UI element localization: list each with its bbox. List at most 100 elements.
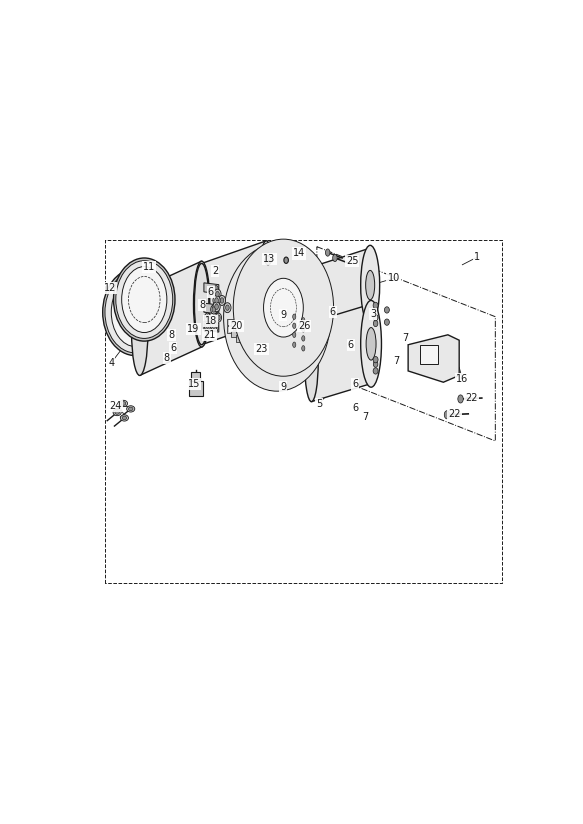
Ellipse shape: [373, 315, 378, 321]
Ellipse shape: [205, 321, 210, 330]
Ellipse shape: [194, 264, 209, 344]
Ellipse shape: [300, 334, 306, 344]
Ellipse shape: [210, 321, 217, 330]
Ellipse shape: [224, 302, 231, 312]
Text: 7: 7: [402, 334, 408, 344]
Polygon shape: [268, 255, 286, 265]
Polygon shape: [204, 303, 219, 314]
Ellipse shape: [122, 416, 127, 419]
Ellipse shape: [103, 269, 168, 356]
Ellipse shape: [116, 260, 173, 339]
Text: 7: 7: [363, 412, 369, 422]
Ellipse shape: [373, 321, 378, 326]
Text: 8: 8: [168, 330, 174, 339]
Ellipse shape: [194, 261, 210, 347]
Ellipse shape: [214, 324, 219, 331]
Ellipse shape: [206, 323, 209, 329]
Text: 7: 7: [393, 355, 399, 366]
Ellipse shape: [127, 405, 135, 412]
Ellipse shape: [333, 255, 337, 261]
Text: 2: 2: [212, 265, 218, 276]
Text: 8: 8: [164, 353, 170, 363]
Text: 6: 6: [347, 339, 354, 349]
Text: 20: 20: [230, 321, 243, 330]
Ellipse shape: [214, 286, 219, 293]
Ellipse shape: [302, 335, 305, 341]
Ellipse shape: [111, 278, 159, 347]
Ellipse shape: [205, 313, 210, 322]
Ellipse shape: [215, 297, 219, 303]
Text: 16: 16: [456, 374, 469, 384]
Ellipse shape: [458, 395, 463, 403]
Ellipse shape: [384, 319, 389, 325]
Ellipse shape: [302, 326, 305, 332]
Text: 22: 22: [448, 409, 461, 419]
Ellipse shape: [444, 410, 449, 419]
Ellipse shape: [264, 279, 303, 337]
Ellipse shape: [293, 332, 296, 338]
Text: 18: 18: [205, 316, 217, 326]
Ellipse shape: [120, 400, 128, 406]
Text: 22: 22: [465, 393, 477, 403]
FancyBboxPatch shape: [420, 345, 438, 364]
Text: 5: 5: [316, 399, 322, 409]
Text: 4: 4: [108, 358, 114, 368]
Ellipse shape: [220, 297, 224, 303]
Ellipse shape: [212, 323, 216, 329]
Ellipse shape: [373, 361, 378, 368]
Text: 13: 13: [264, 254, 276, 264]
Ellipse shape: [257, 270, 311, 344]
Ellipse shape: [293, 323, 296, 329]
Ellipse shape: [300, 316, 306, 325]
Ellipse shape: [105, 272, 166, 353]
Polygon shape: [408, 335, 459, 382]
Text: 21: 21: [203, 330, 216, 339]
Ellipse shape: [219, 296, 226, 306]
Ellipse shape: [300, 344, 306, 353]
Ellipse shape: [216, 315, 220, 321]
Ellipse shape: [276, 282, 280, 288]
Ellipse shape: [292, 339, 297, 349]
Ellipse shape: [215, 304, 219, 310]
Ellipse shape: [206, 315, 209, 321]
Ellipse shape: [128, 407, 133, 410]
FancyBboxPatch shape: [236, 335, 243, 342]
Polygon shape: [204, 321, 219, 332]
Ellipse shape: [373, 302, 378, 308]
FancyBboxPatch shape: [227, 319, 233, 325]
Text: 15: 15: [188, 378, 200, 389]
Polygon shape: [268, 279, 281, 288]
Text: 3: 3: [370, 309, 377, 319]
Ellipse shape: [115, 410, 120, 414]
Text: 25: 25: [346, 256, 359, 266]
Ellipse shape: [120, 414, 128, 421]
Text: 6: 6: [170, 344, 176, 353]
Text: 6: 6: [329, 307, 336, 317]
Ellipse shape: [305, 322, 318, 401]
Ellipse shape: [284, 257, 289, 264]
Ellipse shape: [373, 357, 378, 363]
Ellipse shape: [292, 330, 297, 339]
Ellipse shape: [293, 314, 296, 320]
FancyBboxPatch shape: [191, 372, 201, 382]
Ellipse shape: [302, 317, 305, 323]
Text: 19: 19: [187, 325, 199, 335]
Ellipse shape: [384, 307, 389, 313]
Polygon shape: [311, 248, 370, 341]
Text: 6: 6: [352, 403, 359, 413]
Ellipse shape: [248, 278, 306, 358]
Ellipse shape: [212, 307, 216, 312]
Text: 9: 9: [280, 382, 286, 391]
Text: 14: 14: [293, 249, 305, 259]
Ellipse shape: [216, 292, 219, 297]
FancyBboxPatch shape: [231, 330, 238, 337]
Ellipse shape: [114, 258, 175, 341]
Polygon shape: [204, 283, 219, 293]
Ellipse shape: [224, 244, 331, 391]
Ellipse shape: [325, 249, 330, 256]
Ellipse shape: [113, 410, 121, 415]
Text: 11: 11: [143, 262, 155, 272]
Ellipse shape: [276, 265, 280, 272]
FancyBboxPatch shape: [227, 326, 233, 333]
Polygon shape: [268, 296, 281, 305]
